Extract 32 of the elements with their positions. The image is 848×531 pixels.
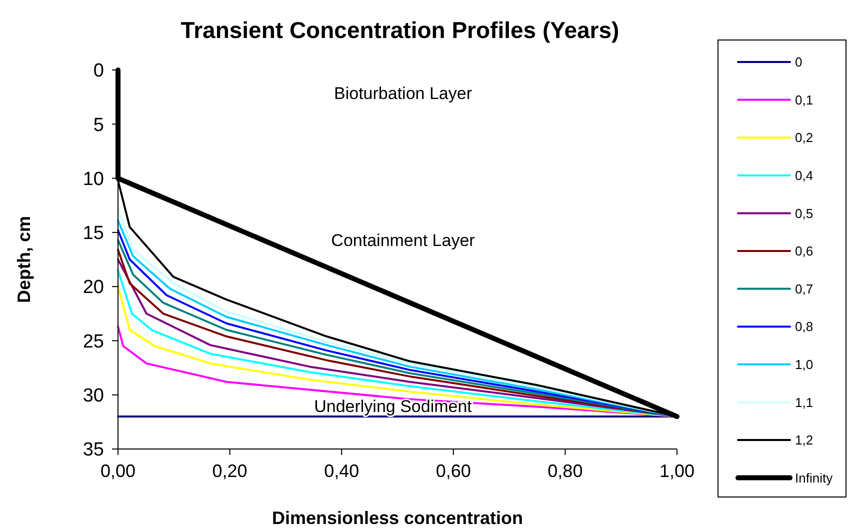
y-tick-label: 0 xyxy=(93,60,104,82)
legend-label: 0,8 xyxy=(795,319,814,334)
legend-label: 1,0 xyxy=(795,356,814,372)
y-tick-label: 10 xyxy=(82,168,104,190)
legend-label: 0,7 xyxy=(795,281,814,296)
annotation: Bioturbation Layer xyxy=(334,84,472,103)
x-tick-label: 0,80 xyxy=(548,461,583,481)
y-tick-label: 25 xyxy=(82,331,104,352)
y-tick-label: 20 xyxy=(82,277,104,298)
chart-title: Transient Concentration Profiles (Years) xyxy=(180,17,620,43)
legend-label: 1,1 xyxy=(795,394,814,410)
y-tick-label: 35 xyxy=(82,440,104,461)
legend-label: Infinity xyxy=(795,470,834,486)
y-tick-label: 5 xyxy=(93,114,104,136)
legend-label: 0,5 xyxy=(795,206,814,221)
annotation: Underlying Sodiment xyxy=(314,396,472,416)
legend-label: 0 xyxy=(795,54,802,70)
y-tick-label: 15 xyxy=(82,223,104,244)
legend-label: 0,6 xyxy=(795,244,814,259)
annotation: Containment Layer xyxy=(331,230,476,250)
x-tick-label: 0,60 xyxy=(436,461,471,481)
x-tick-label: 0,00 xyxy=(100,461,136,481)
y-axis-title: Depth, cm xyxy=(14,216,34,304)
y-tick-label: 30 xyxy=(82,386,104,407)
legend-label: 0,2 xyxy=(795,130,814,146)
x-axis-title: Dimensionless concentration xyxy=(272,508,524,528)
x-tick-label: 1,00 xyxy=(659,461,695,481)
legend-label: 0,4 xyxy=(795,168,814,183)
legend-label: 0,1 xyxy=(795,92,814,108)
x-tick-label: 0,40 xyxy=(324,461,360,481)
legend-label: 1,2 xyxy=(795,432,814,448)
x-tick-label: 0,20 xyxy=(212,461,248,481)
